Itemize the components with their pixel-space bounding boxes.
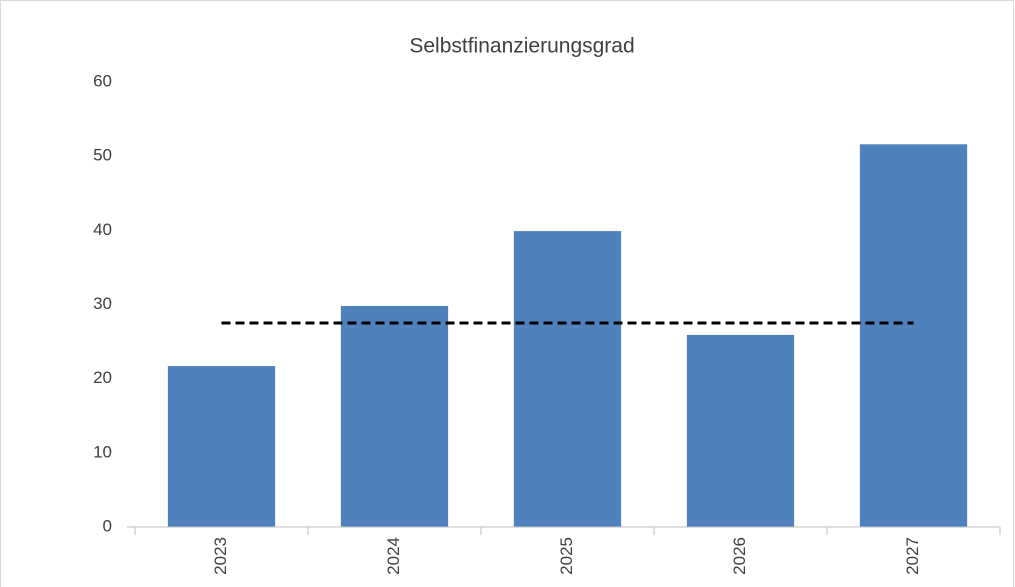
x-tick-label: 2027 bbox=[903, 537, 922, 575]
bar bbox=[340, 305, 449, 527]
x-tick-label: 2026 bbox=[730, 537, 749, 575]
y-tick-label: 10 bbox=[93, 442, 112, 461]
chart-title: Selbstfinanzierungsgrad bbox=[409, 35, 634, 58]
y-tick-label: 20 bbox=[93, 368, 112, 387]
x-tick-label: 2024 bbox=[384, 537, 403, 575]
bar bbox=[167, 366, 276, 527]
y-tick-label: 30 bbox=[93, 294, 112, 313]
y-tick-label: 40 bbox=[93, 220, 112, 239]
y-tick-label: 50 bbox=[93, 146, 112, 165]
bar bbox=[686, 334, 795, 527]
y-tick-label: 60 bbox=[93, 71, 112, 90]
x-tick-label: 2023 bbox=[211, 537, 230, 575]
x-tick-label: 2025 bbox=[557, 537, 576, 575]
y-tick-label: 0 bbox=[103, 516, 112, 535]
bar bbox=[513, 231, 622, 527]
bar bbox=[859, 144, 968, 528]
